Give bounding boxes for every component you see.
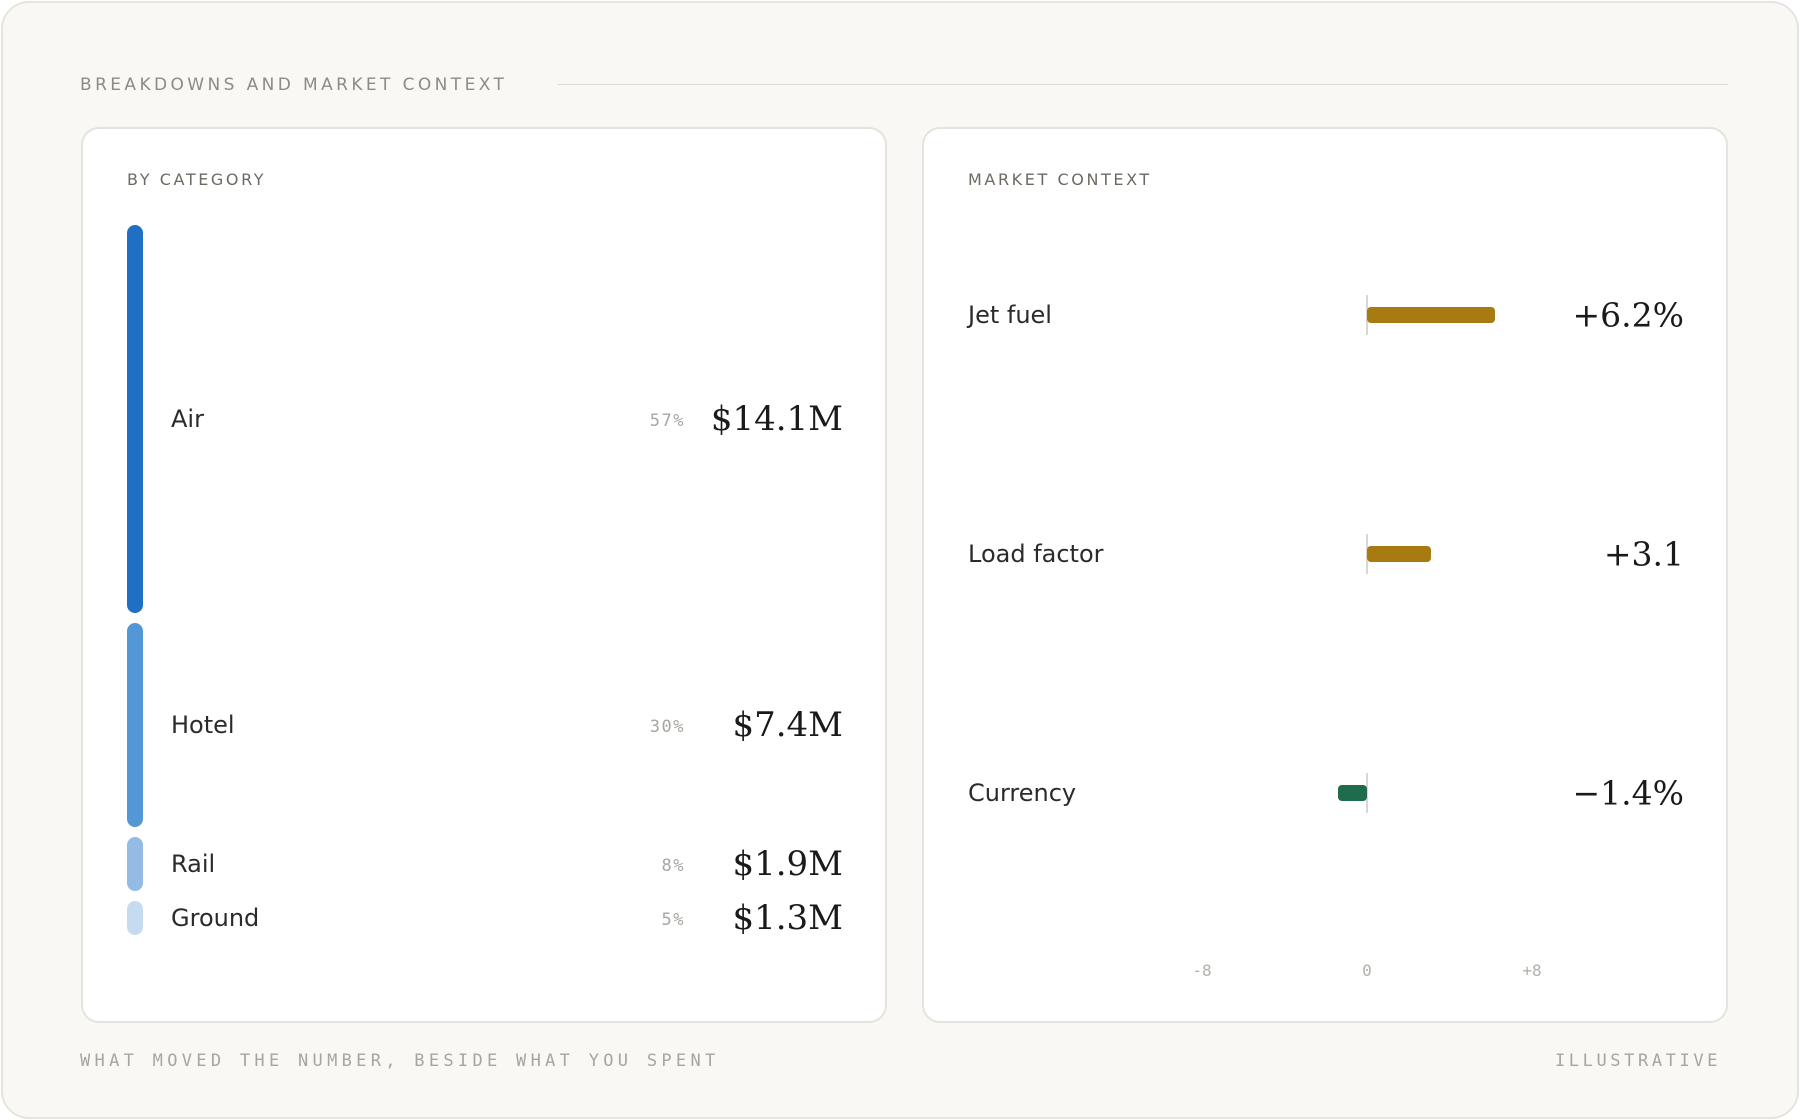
section-header: BREAKDOWNS AND MARKET CONTEXT <box>80 73 1728 97</box>
market-row: Load factor +3.1 <box>924 534 1726 574</box>
market-value: +3.1 <box>1603 534 1684 574</box>
axis-tick-min: -8 <box>1192 961 1212 980</box>
zero-line <box>1366 773 1368 813</box>
category-label: Rail <box>171 850 216 878</box>
category-amount: $7.4M <box>732 705 843 745</box>
category-bar <box>127 837 143 891</box>
market-label: Currency <box>968 779 1077 807</box>
market-context-title: MARKET CONTEXT <box>968 170 1152 189</box>
category-bar <box>127 225 143 613</box>
category-row: Air 57% $14.1M <box>83 225 885 613</box>
market-delta-bar <box>1367 546 1431 562</box>
section-title: BREAKDOWNS AND MARKET CONTEXT <box>80 75 508 95</box>
category-amount: $1.3M <box>732 898 843 938</box>
section-divider <box>558 84 1728 85</box>
category-label: Air <box>171 405 204 433</box>
category-bar <box>127 623 143 827</box>
category-percent: 57% <box>649 411 685 431</box>
market-delta-bar <box>1367 307 1495 323</box>
market-context-card: MARKET CONTEXT Jet fuel +6.2% Load factor +… <box>922 127 1728 1023</box>
footer-caption: WHAT MOVED THE NUMBER, BESIDE WHAT YOU S… <box>80 1051 720 1071</box>
by-category-title: BY CATEGORY <box>127 170 267 189</box>
category-label: Hotel <box>171 711 235 739</box>
axis-tick-max: +8 <box>1522 961 1542 980</box>
category-percent: 5% <box>661 910 685 930</box>
market-value: +6.2% <box>1572 295 1685 335</box>
category-label: Ground <box>171 904 260 932</box>
category-bar <box>127 901 143 935</box>
market-row: Currency −1.4% <box>924 773 1726 813</box>
market-value: −1.4% <box>1572 773 1685 813</box>
market-delta-bar <box>1338 785 1367 801</box>
footer-note: ILLUSTRATIVE <box>1554 1051 1721 1071</box>
by-category-card: BY CATEGORY Air 57% $14.1M Hotel 30% $7.4M Rai… <box>81 127 887 1023</box>
market-row: Jet fuel +6.2% <box>924 295 1726 335</box>
category-percent: 30% <box>649 717 685 737</box>
category-percent: 8% <box>661 856 685 876</box>
market-label: Jet fuel <box>968 301 1052 329</box>
axis-tick-zero: 0 <box>1362 961 1372 980</box>
category-amount: $14.1M <box>710 399 843 439</box>
category-amount: $1.9M <box>732 844 843 884</box>
category-row: Hotel 30% $7.4M <box>83 623 885 827</box>
market-label: Load factor <box>968 540 1104 568</box>
category-row: Ground 5% $1.3M <box>83 898 885 938</box>
category-row: Rail 8% $1.9M <box>83 837 885 891</box>
